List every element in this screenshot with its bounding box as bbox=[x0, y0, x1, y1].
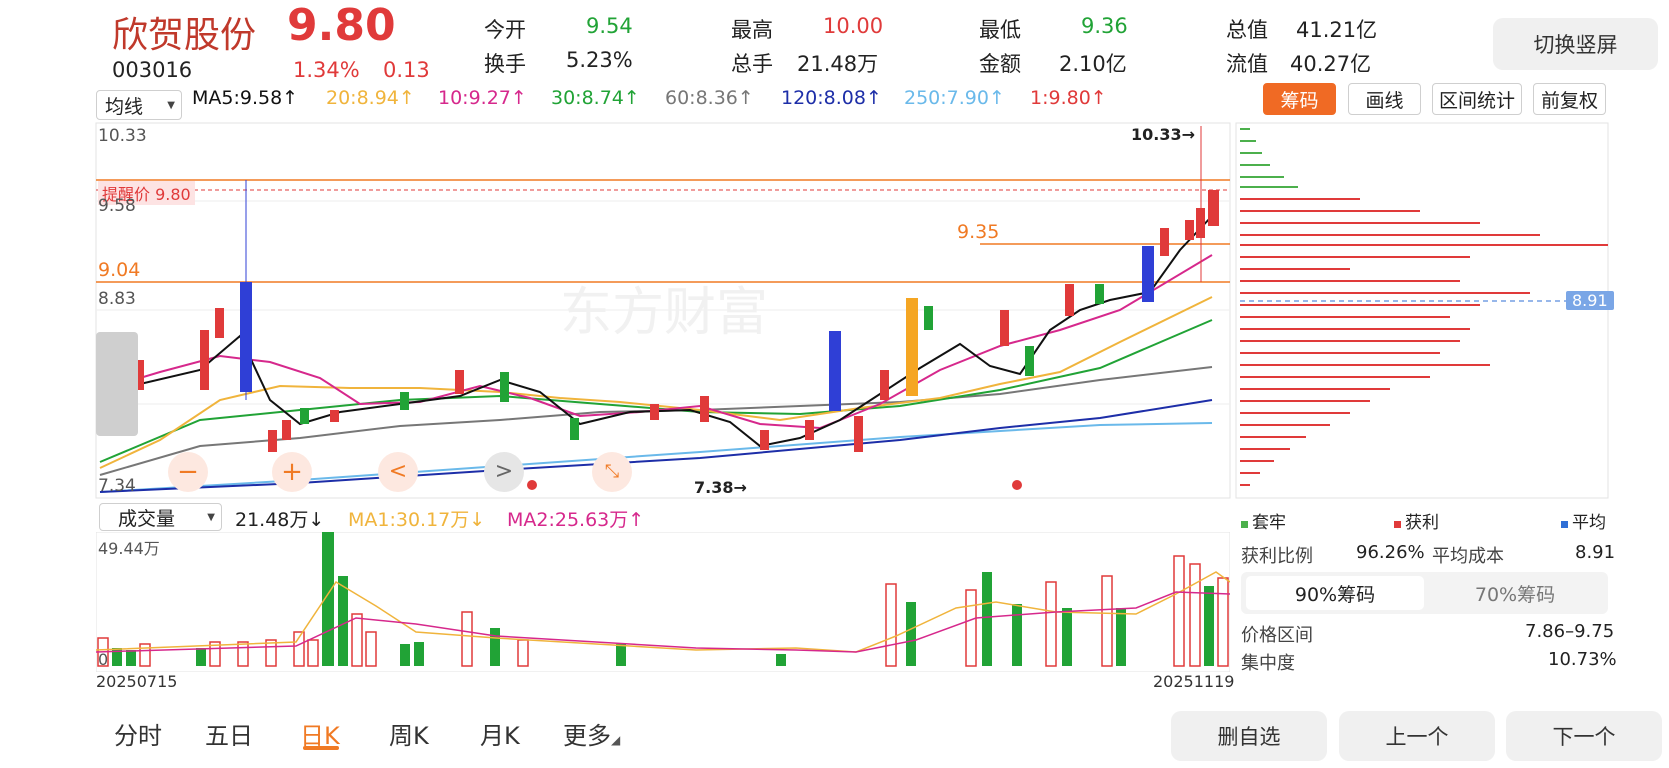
legend-profit-label: 获利 bbox=[1405, 513, 1439, 533]
date-start: 20250715 bbox=[96, 672, 178, 691]
watermark: 东方财富 bbox=[560, 283, 768, 343]
stat-low-value: 9.36 bbox=[1081, 14, 1128, 38]
alert-price-label: 提醒价 9.80 bbox=[98, 181, 195, 205]
stat-high-value: 10.00 bbox=[823, 14, 884, 38]
stat-float-value: 40.27亿 bbox=[1290, 52, 1372, 76]
tab-70-chips[interactable]: 70%筹码 bbox=[1474, 583, 1556, 606]
high-marker: 10.33→ bbox=[1131, 125, 1196, 144]
chevron-down-icon: ▼ bbox=[167, 99, 175, 111]
volume-type-select[interactable]: 成交量 ▼ bbox=[99, 503, 222, 531]
tab-intraday[interactable]: 分时 bbox=[114, 722, 162, 750]
legend-average: 平均 bbox=[1561, 508, 1606, 533]
ma-item: 10:9.27↑ bbox=[438, 87, 527, 109]
change-percent: 1.34% bbox=[293, 58, 360, 82]
price-range-value: 7.86–9.75 bbox=[1525, 621, 1615, 642]
chip-cost-badge: 8.91 bbox=[1566, 291, 1614, 310]
chevron-down-icon: ▼ bbox=[207, 511, 215, 523]
ma-item: 250:7.90↑ bbox=[904, 87, 1005, 109]
volume-y-top: 49.44万 bbox=[98, 539, 160, 558]
legend-trapped: 套牢 bbox=[1241, 508, 1286, 533]
candles bbox=[135, 126, 1219, 452]
tab-more[interactable]: 更多◢ bbox=[563, 716, 620, 751]
ma-item: 20:8.94↑ bbox=[326, 87, 415, 109]
y-axis-mid2: 8.83 bbox=[98, 289, 136, 309]
stat-amount-value: 2.10亿 bbox=[1059, 52, 1127, 76]
ma-item: MA5:9.58↑ bbox=[192, 87, 299, 109]
stat-open-label: 今开 bbox=[484, 18, 526, 42]
legend-trapped-swatch bbox=[1241, 521, 1248, 528]
reset-zoom-button[interactable]: ⤡ bbox=[592, 452, 632, 492]
stat-open-value: 9.54 bbox=[586, 14, 633, 38]
chips-toggle-button[interactable]: 筹码 bbox=[1263, 83, 1336, 115]
stat-volume-label: 总手 bbox=[731, 52, 773, 76]
low-marker: 7.38→ bbox=[694, 478, 747, 497]
adjust-price-button[interactable]: 前复权 bbox=[1533, 83, 1606, 115]
prev-stock-button[interactable]: 上一个 bbox=[1339, 711, 1495, 761]
stat-turnover-label: 换手 bbox=[484, 52, 526, 76]
ma-item: 1:9.80↑ bbox=[1030, 87, 1107, 109]
draw-line-button[interactable]: 画线 bbox=[1348, 83, 1421, 115]
concentration-label: 集中度 bbox=[1241, 653, 1295, 674]
legend-average-swatch bbox=[1561, 521, 1568, 528]
ma-item: 60:8.36↑ bbox=[665, 87, 754, 109]
next-stock-button[interactable]: 下一个 bbox=[1506, 711, 1662, 761]
level-label-935: 9.35 bbox=[957, 221, 1000, 243]
tab-more-label: 更多 bbox=[563, 722, 611, 750]
volume-type-label: 成交量 bbox=[118, 507, 176, 530]
legend-profit: 获利 bbox=[1394, 508, 1439, 533]
tab-active-underline bbox=[303, 746, 339, 750]
volume-current: 21.48万↓ bbox=[235, 509, 325, 531]
stock-name: 欣贺股份 bbox=[112, 15, 257, 56]
stat-total-value-value: 41.21亿 bbox=[1296, 18, 1378, 42]
ma-type-select[interactable]: 均线 ▼ bbox=[96, 90, 182, 120]
move-right-button[interactable]: > bbox=[484, 452, 524, 492]
zoom-in-button[interactable]: + bbox=[272, 452, 312, 492]
tab-daily-k[interactable]: 日K bbox=[300, 722, 340, 750]
change-amount: 0.13 bbox=[383, 58, 430, 82]
stat-amount-label: 金额 bbox=[979, 52, 1021, 76]
legend-profit-swatch bbox=[1394, 521, 1401, 528]
legend-trapped-label: 套牢 bbox=[1252, 513, 1286, 533]
price-range-label: 价格区间 bbox=[1241, 625, 1313, 646]
ma-item: 120:8.08↑ bbox=[781, 87, 882, 109]
volume-chart[interactable] bbox=[96, 532, 1230, 672]
switch-portrait-button[interactable]: 切换竖屏 bbox=[1493, 18, 1658, 70]
ma-type-label: 均线 bbox=[105, 95, 144, 118]
profit-ratio-label: 获利比例 bbox=[1241, 546, 1313, 567]
stat-turnover-value: 5.23% bbox=[566, 48, 633, 72]
date-end: 20251119 bbox=[1153, 672, 1235, 691]
tab-five-day[interactable]: 五日 bbox=[205, 722, 253, 750]
move-left-button[interactable]: < bbox=[378, 452, 418, 492]
level-label-904: 9.04 bbox=[98, 259, 141, 281]
avg-cost-label: 平均成本 bbox=[1432, 546, 1504, 567]
volume-y-zero: 0 bbox=[98, 650, 109, 669]
concentration-value: 10.73% bbox=[1548, 649, 1617, 670]
remove-watchlist-button[interactable]: 删自选 bbox=[1171, 711, 1327, 761]
stat-low-label: 最低 bbox=[979, 18, 1021, 42]
stat-volume-value: 21.48万 bbox=[797, 52, 879, 76]
stat-total-value-label: 总值 bbox=[1226, 18, 1268, 42]
volume-ma1: MA1:30.17万↓ bbox=[348, 509, 486, 531]
volume-ma2: MA2:25.63万↑ bbox=[507, 509, 645, 531]
y-axis-top: 10.33 bbox=[98, 126, 147, 146]
expand-corner-icon: ◢ bbox=[611, 733, 621, 747]
chip-distribution bbox=[1235, 122, 1609, 499]
tab-monthly-k[interactable]: 月K bbox=[480, 722, 520, 750]
tab-90-chips[interactable]: 90%筹码 bbox=[1246, 576, 1424, 610]
y-axis-bottom: 7.34 bbox=[98, 476, 136, 496]
tab-weekly-k[interactable]: 周K bbox=[389, 722, 429, 750]
zoom-out-button[interactable]: − bbox=[168, 452, 208, 492]
legend-average-label: 平均 bbox=[1572, 513, 1606, 533]
profit-ratio-value: 96.26% bbox=[1356, 542, 1425, 563]
stat-high-label: 最高 bbox=[731, 18, 773, 42]
range-stats-button[interactable]: 区间统计 bbox=[1432, 83, 1522, 115]
stat-float-label: 流值 bbox=[1226, 52, 1268, 76]
stock-code: 003016 bbox=[112, 58, 193, 82]
current-price: 9.80 bbox=[287, 0, 396, 51]
chart-collapse-handle[interactable] bbox=[96, 332, 138, 436]
avg-cost-value: 8.91 bbox=[1575, 542, 1616, 563]
ma-item: 30:8.74↑ bbox=[551, 87, 640, 109]
y-axis-mid1: 9.58 bbox=[98, 196, 136, 216]
